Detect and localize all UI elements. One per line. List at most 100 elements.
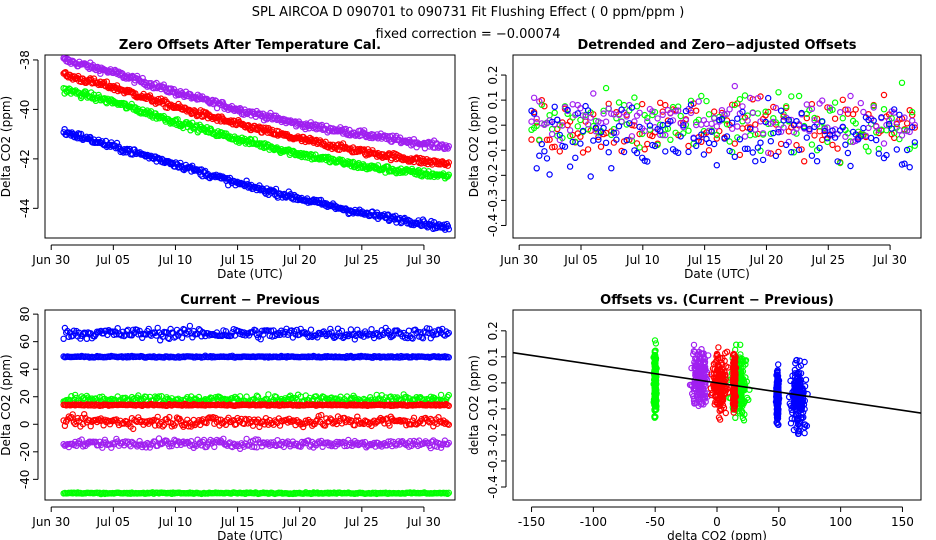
- data-point: [445, 402, 452, 409]
- data-point: [136, 437, 143, 445]
- data-point: [729, 125, 736, 132]
- data-point: [80, 411, 88, 418]
- data-point: [421, 439, 428, 447]
- data-point: [445, 421, 452, 428]
- data-point: [865, 148, 872, 155]
- data-point: [811, 114, 818, 122]
- data-point: [898, 132, 906, 139]
- data-point: [885, 120, 893, 128]
- data-point: [713, 135, 721, 142]
- data-point: [824, 138, 831, 146]
- data-point: [680, 122, 687, 129]
- data-point: [752, 157, 759, 165]
- data-point: [705, 111, 713, 118]
- data-point: [698, 131, 705, 138]
- data-point: [361, 127, 368, 134]
- data-point: [662, 131, 669, 139]
- data-point: [731, 101, 739, 109]
- data-point: [652, 401, 659, 408]
- data-point: [530, 94, 538, 102]
- data-point: [765, 108, 772, 116]
- data-point: [577, 140, 584, 147]
- data-point: [159, 423, 166, 430]
- data-point: [528, 118, 535, 125]
- data-point: [765, 94, 772, 102]
- y-axis-label: Delta CO2 (ppm): [467, 96, 481, 197]
- y-tick-label: -0.1: [486, 139, 500, 162]
- data-point: [888, 125, 895, 132]
- data-point: [445, 159, 452, 166]
- data-point: [256, 423, 263, 431]
- data-point: [651, 142, 659, 150]
- data-point: [556, 148, 564, 155]
- data-point: [893, 146, 901, 153]
- data-point: [880, 105, 888, 113]
- data-point: [736, 151, 744, 159]
- data-point: [901, 114, 908, 121]
- data-point: [903, 120, 911, 127]
- data-point: [126, 420, 133, 427]
- x-tick-label: Jul 20: [749, 253, 784, 267]
- data-point: [251, 136, 258, 143]
- y-axis-label: delta CO2 (ppm): [467, 355, 481, 455]
- y-tick-label: 20: [18, 389, 32, 404]
- data-point: [783, 103, 790, 110]
- data-point: [759, 156, 767, 164]
- data-point: [692, 369, 699, 377]
- data-point: [911, 124, 919, 131]
- data-point: [613, 136, 620, 143]
- data-point: [731, 140, 739, 147]
- data-point: [788, 93, 795, 100]
- data-point: [445, 329, 452, 337]
- data-point: [831, 99, 839, 106]
- data-point: [60, 335, 67, 342]
- data-point: [713, 131, 721, 139]
- x-tick-label: -100: [580, 515, 607, 529]
- data-point: [749, 149, 757, 156]
- data-point: [566, 127, 574, 134]
- x-tick-label: Jul 10: [158, 515, 193, 529]
- data-point: [705, 147, 713, 154]
- data-point: [272, 185, 280, 193]
- x-tick-label: Jul 20: [282, 515, 317, 529]
- data-point: [695, 98, 702, 105]
- data-point: [352, 417, 360, 424]
- data-point: [690, 351, 697, 358]
- data-point: [551, 143, 558, 150]
- data-point: [556, 131, 564, 139]
- page-title: SPL AIRCOA D 090701 to 090731 Fit Flushi…: [251, 5, 685, 20]
- chart-zero-offsets: Zero Offsets After Temperature Cal.Jun 3…: [0, 38, 456, 281]
- data-point: [829, 141, 836, 149]
- data-point: [700, 376, 707, 383]
- data-point: [445, 171, 452, 178]
- data-point: [842, 133, 849, 140]
- data-point: [821, 127, 829, 135]
- data-point: [584, 121, 592, 128]
- data-point: [732, 414, 739, 421]
- data-point: [631, 94, 638, 101]
- x-tick-label: 100: [829, 515, 852, 529]
- data-point: [113, 416, 120, 423]
- data-point: [536, 98, 543, 105]
- data-point: [136, 327, 143, 334]
- data-point: [883, 151, 890, 159]
- data-point: [340, 206, 348, 214]
- data-point: [536, 152, 543, 159]
- x-tick-label: Jul 25: [344, 515, 379, 529]
- data-point: [178, 334, 186, 341]
- plot-frame: [512, 309, 922, 501]
- data-point: [697, 350, 705, 357]
- data-point: [546, 111, 553, 119]
- data-point: [441, 353, 449, 360]
- data-point: [675, 103, 682, 110]
- plot-frame: [44, 54, 456, 239]
- data-point: [566, 163, 574, 170]
- x-axis-label: Date (UTC): [217, 267, 283, 281]
- plot-frame: [512, 54, 922, 239]
- data-point: [667, 136, 674, 143]
- data-point: [860, 124, 867, 132]
- data-point: [533, 115, 540, 122]
- data-point: [723, 110, 731, 118]
- data-point: [65, 333, 73, 340]
- data-point: [541, 148, 548, 155]
